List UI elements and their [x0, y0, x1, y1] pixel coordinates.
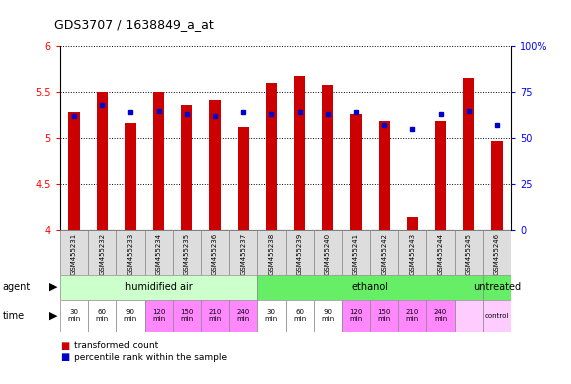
Bar	[60, 300, 88, 332]
FancyBboxPatch shape	[399, 230, 427, 275]
Bar	[399, 300, 427, 332]
Text: GSM455243: GSM455243	[409, 233, 415, 275]
Text: humidified air: humidified air	[124, 282, 192, 292]
Text: GSM455242: GSM455242	[381, 233, 387, 275]
Bar	[435, 121, 446, 230]
Bar	[258, 275, 483, 300]
Text: GSM455238: GSM455238	[268, 233, 275, 275]
Text: GSM455232: GSM455232	[99, 233, 105, 275]
Text: 210
min: 210 min	[405, 310, 419, 322]
Bar	[96, 92, 108, 230]
Text: 30
min: 30 min	[265, 310, 278, 322]
Text: GSM455246: GSM455246	[494, 233, 500, 275]
Bar	[322, 85, 333, 230]
Bar	[379, 121, 390, 230]
Text: GSM455239: GSM455239	[296, 233, 303, 275]
Text: GSM455235: GSM455235	[184, 233, 190, 275]
Bar	[258, 300, 286, 332]
Text: 60
min: 60 min	[95, 310, 109, 322]
Text: ▶: ▶	[49, 282, 57, 292]
Text: 30
min: 30 min	[67, 310, 81, 322]
Bar	[483, 275, 511, 300]
Bar	[181, 105, 192, 230]
Text: 240
min: 240 min	[236, 310, 250, 322]
Text: control: control	[485, 313, 509, 319]
Text: ■: ■	[60, 352, 69, 362]
Bar	[266, 83, 277, 230]
Text: 150
min: 150 min	[180, 310, 194, 322]
FancyBboxPatch shape	[313, 230, 342, 275]
FancyBboxPatch shape	[258, 230, 286, 275]
Bar	[153, 92, 164, 230]
Bar	[351, 114, 361, 230]
Text: ▶: ▶	[49, 311, 57, 321]
Bar	[125, 122, 136, 230]
Text: GSM455233: GSM455233	[127, 233, 134, 275]
Bar	[201, 300, 229, 332]
Text: 120
min: 120 min	[152, 310, 166, 322]
Text: ■: ■	[60, 341, 69, 351]
Text: GSM455240: GSM455240	[325, 233, 331, 275]
FancyBboxPatch shape	[455, 230, 483, 275]
Text: untreated: untreated	[473, 282, 521, 292]
Text: time: time	[3, 311, 25, 321]
FancyBboxPatch shape	[173, 230, 201, 275]
Bar	[60, 275, 258, 300]
Text: GSM455236: GSM455236	[212, 233, 218, 275]
FancyBboxPatch shape	[483, 230, 511, 275]
FancyBboxPatch shape	[229, 230, 258, 275]
Bar	[210, 101, 220, 230]
FancyBboxPatch shape	[60, 230, 88, 275]
Text: 210
min: 210 min	[208, 310, 222, 322]
Text: percentile rank within the sample: percentile rank within the sample	[74, 353, 227, 362]
Bar	[286, 300, 313, 332]
FancyBboxPatch shape	[286, 230, 313, 275]
Text: GSM455237: GSM455237	[240, 233, 246, 275]
Bar	[229, 300, 258, 332]
Bar	[238, 127, 249, 230]
Bar	[342, 300, 370, 332]
Text: transformed count: transformed count	[74, 341, 159, 350]
Bar	[88, 300, 116, 332]
Bar	[173, 300, 201, 332]
Text: GDS3707 / 1638849_a_at: GDS3707 / 1638849_a_at	[54, 18, 214, 31]
Text: 150
min: 150 min	[377, 310, 391, 322]
Bar	[463, 78, 475, 230]
Bar	[313, 300, 342, 332]
Bar	[116, 300, 144, 332]
Text: ethanol: ethanol	[352, 282, 389, 292]
FancyBboxPatch shape	[342, 230, 370, 275]
FancyBboxPatch shape	[144, 230, 173, 275]
Bar	[427, 300, 455, 332]
Text: GSM455245: GSM455245	[466, 233, 472, 275]
Text: GSM455244: GSM455244	[437, 233, 444, 275]
Bar	[69, 111, 80, 230]
FancyBboxPatch shape	[427, 230, 455, 275]
Bar	[491, 141, 502, 230]
FancyBboxPatch shape	[201, 230, 229, 275]
Text: GSM455231: GSM455231	[71, 233, 77, 275]
Bar	[144, 300, 173, 332]
Text: 60
min: 60 min	[293, 310, 306, 322]
Bar	[483, 300, 511, 332]
Text: GSM455241: GSM455241	[353, 233, 359, 275]
FancyBboxPatch shape	[116, 230, 144, 275]
FancyBboxPatch shape	[370, 230, 399, 275]
Text: 240
min: 240 min	[434, 310, 447, 322]
Bar	[455, 300, 483, 332]
Text: 120
min: 120 min	[349, 310, 363, 322]
FancyBboxPatch shape	[88, 230, 116, 275]
Text: 90
min: 90 min	[321, 310, 335, 322]
Text: agent: agent	[3, 282, 31, 292]
Bar	[294, 76, 305, 230]
Text: 90
min: 90 min	[124, 310, 137, 322]
Text: GSM455234: GSM455234	[156, 233, 162, 275]
Bar	[370, 300, 399, 332]
Bar	[407, 217, 418, 230]
